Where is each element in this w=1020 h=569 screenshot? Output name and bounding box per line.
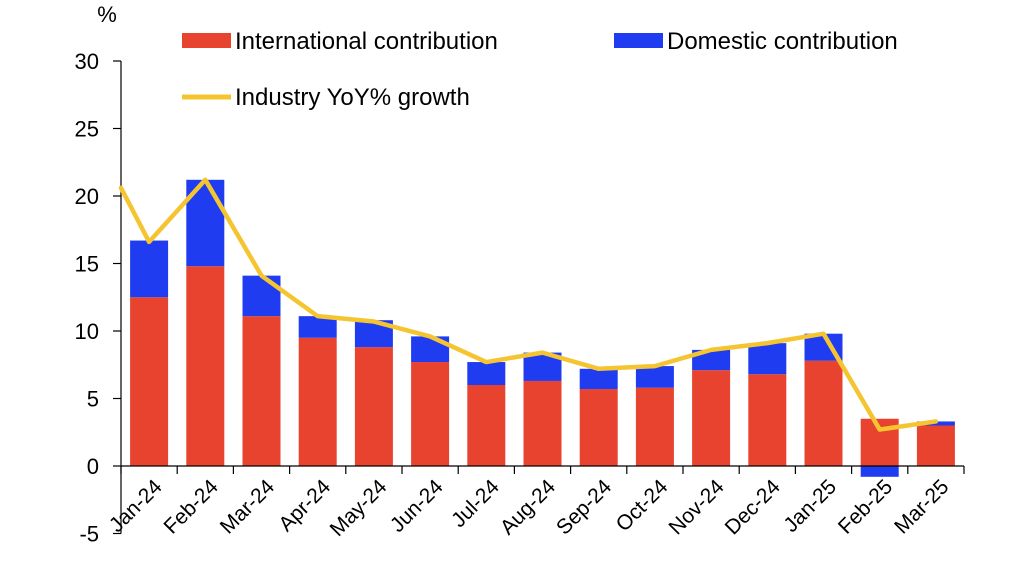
bar-domestic-contribution-jul-24 (467, 362, 506, 385)
bar-international-contribution-dec-24 (748, 374, 787, 466)
x-tick-label-dec-24: Dec-24 (721, 475, 785, 539)
x-tick-label-mar-24: Mar-24 (216, 475, 280, 539)
bar-domestic-contribution-feb-25 (860, 466, 899, 477)
y-tick-label-15: 15 (75, 252, 99, 277)
bar-international-contribution-feb-24 (186, 266, 225, 466)
x-tick-label-jun-24: Jun-24 (386, 475, 448, 537)
x-tick-label-aug-24: Aug-24 (496, 475, 560, 539)
x-tick-label-may-24: May-24 (326, 475, 392, 541)
bar-domestic-contribution-dec-24 (748, 343, 787, 375)
legend-swatch-international-contribution (182, 33, 231, 48)
bar-international-contribution-oct-24 (635, 387, 674, 466)
bar-international-contribution-may-24 (354, 347, 393, 466)
bar-international-contribution-jan-24 (130, 297, 169, 466)
x-tick-label-nov-24: Nov-24 (664, 475, 728, 539)
y-tick-label-25: 25 (75, 117, 99, 142)
x-tick-label-oct-24: Oct-24 (612, 475, 673, 536)
legend-swatch-domestic-contribution (614, 33, 663, 48)
bar-international-contribution-jun-24 (411, 362, 450, 466)
bar-international-contribution-mar-25 (916, 425, 955, 466)
x-tick-label-jan-25: Jan-25 (779, 475, 841, 537)
x-tick-label-apr-24: Apr-24 (274, 475, 335, 536)
line-layer (118, 177, 939, 432)
bar-international-contribution-apr-24 (298, 337, 337, 466)
bar-international-contribution-jul-24 (467, 385, 506, 466)
x-tick-label-mar-25: Mar-25 (890, 475, 953, 538)
bar-domestic-contribution-apr-24 (298, 316, 337, 338)
bars-layer (130, 179, 955, 477)
bar-international-contribution-mar-24 (242, 316, 281, 466)
legend-label-domestic-contribution: Domestic contribution (667, 28, 898, 55)
x-tick-label-jan-24: Jan-24 (105, 475, 167, 537)
y-axis-unit: % (97, 2, 117, 27)
bar-international-contribution-nov-24 (692, 370, 731, 466)
legend-label-international-contribution: International contribution (235, 28, 498, 55)
bar-domestic-contribution-sep-24 (579, 368, 618, 390)
y-tick-label-30: 30 (75, 49, 99, 74)
x-tick-label-feb-25: Feb-25 (834, 475, 897, 538)
y-tick-label-0: 0 (87, 454, 99, 479)
x-tick-label-feb-24: Feb-24 (160, 475, 224, 539)
bar-domestic-contribution-oct-24 (635, 366, 674, 388)
bar-international-contribution-jan-25 (804, 360, 843, 466)
bar-domestic-contribution-jan-24 (130, 240, 169, 298)
legend-label-industry-yoy-growth: Industry YoY% growth (235, 84, 470, 111)
y-tick-label-5: -5 (79, 522, 99, 547)
y-tick-label-20: 20 (75, 184, 99, 209)
x-tick-label-sep-24: Sep-24 (552, 475, 616, 539)
y-tick-label-5: 5 (87, 387, 99, 412)
y-tick-label-10: 10 (75, 319, 99, 344)
bar-domestic-contribution-mar-24 (242, 275, 281, 317)
legend: International contribution Domestic contr… (182, 28, 898, 111)
bar-international-contribution-aug-24 (523, 380, 562, 466)
bar-international-contribution-sep-24 (579, 389, 618, 466)
line-industry-yoy-growth (118, 177, 939, 432)
